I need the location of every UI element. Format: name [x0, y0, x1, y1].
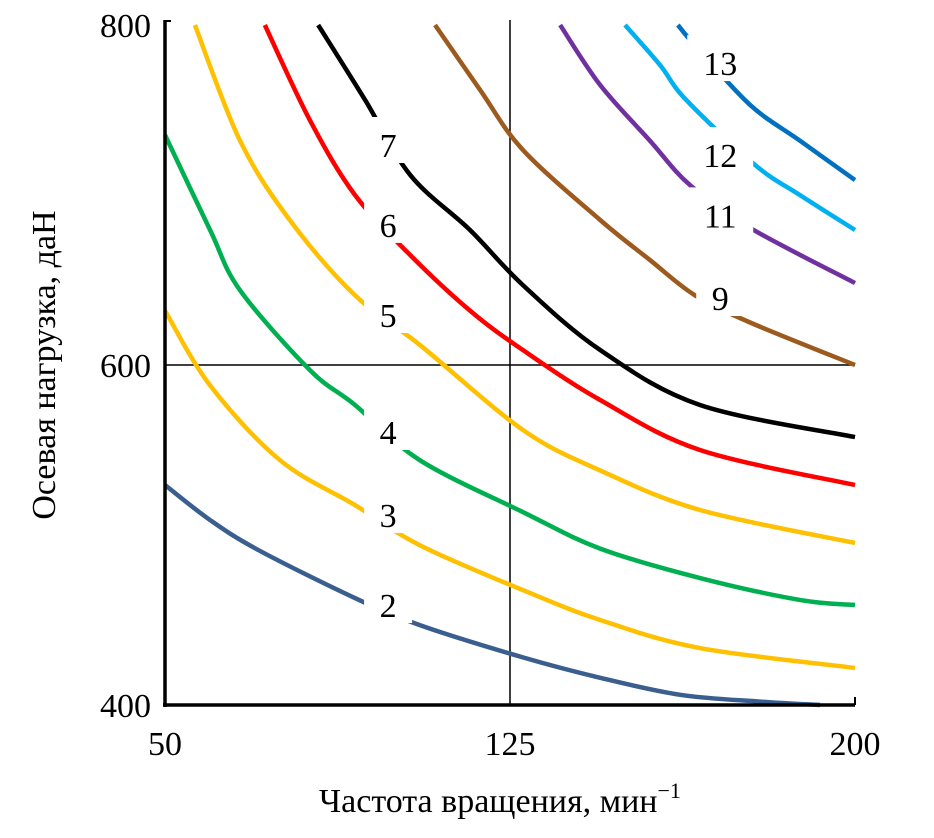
- curve-6: [262, 24, 856, 488]
- curve-label-background: [364, 196, 413, 243]
- y-tick-label: 800: [100, 8, 151, 45]
- curve-label-background: [364, 117, 413, 164]
- curve-3: [163, 309, 856, 671]
- grid: [165, 20, 855, 705]
- curve-label-11: 11: [704, 198, 737, 235]
- x-axis-label-superscript: −1: [658, 778, 681, 803]
- curve-label-2: 2: [380, 588, 397, 625]
- curve-label-background: [364, 403, 413, 450]
- curve-5: [192, 24, 856, 546]
- x-tick-label: 200: [830, 726, 881, 763]
- y-tick-label: 400: [100, 688, 151, 725]
- curve-11: [558, 23, 857, 286]
- curve-label-7: 7: [380, 128, 397, 165]
- curve-label-6: 6: [380, 208, 397, 245]
- curve-label-13: 13: [703, 46, 737, 83]
- x-tick-label: 125: [485, 726, 536, 763]
- curve-label-background: [696, 270, 745, 317]
- curve-label-5: 5: [380, 298, 397, 335]
- curve-label-background: [687, 127, 754, 174]
- curve-label-4: 4: [380, 415, 397, 452]
- curve-2: [163, 483, 821, 708]
- curve-label-background: [364, 287, 413, 334]
- x-axis-label: Частота вращения, мин−1: [319, 778, 681, 820]
- curve-label-background: [687, 187, 754, 234]
- curve-label-background: [687, 35, 754, 82]
- x-tick-label: 50: [148, 726, 182, 763]
- curve-9: [433, 23, 856, 368]
- curve-label-12: 12: [703, 138, 737, 175]
- y-axis-label: Осевая нагрузка, даН: [26, 210, 63, 519]
- y-tick-label: 600: [100, 348, 151, 385]
- curve-4: [162, 134, 856, 608]
- curve-label-3: 3: [380, 498, 397, 535]
- curve-label-9: 9: [712, 281, 729, 318]
- curve-labels: 2 3 4 5 6 7 9 11 12 13: [364, 35, 754, 625]
- axes: [163, 20, 856, 707]
- curve-label-background: [364, 577, 413, 624]
- curve-7: [316, 23, 856, 440]
- curve-label-background: [364, 486, 413, 533]
